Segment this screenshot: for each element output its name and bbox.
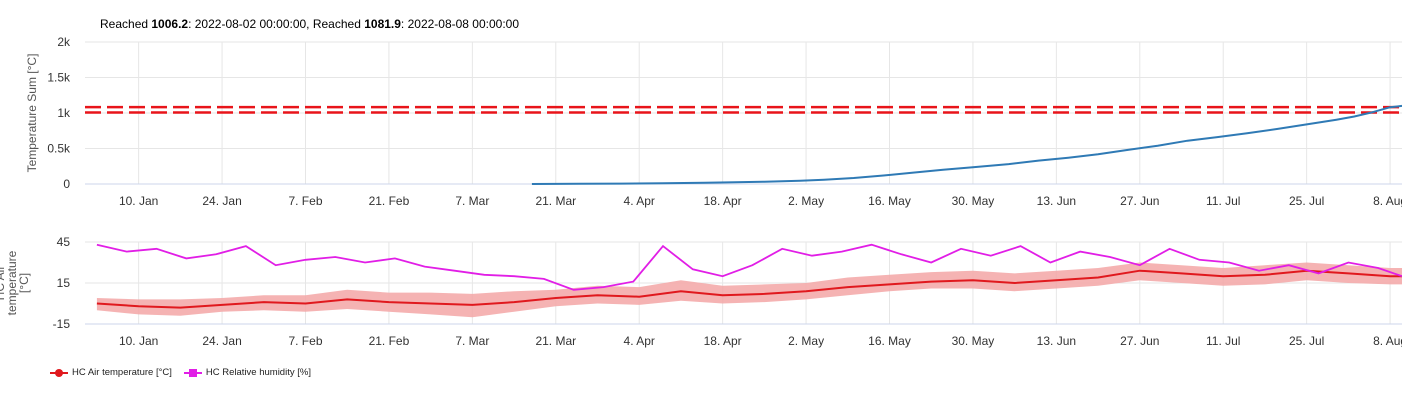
top-chart-x-tick-label: 27. Jun: [1120, 194, 1159, 208]
bottom-chart-x-tick-label: 16. May: [868, 334, 911, 348]
top-chart-x-tick-label: 10. Jan: [119, 194, 158, 208]
bottom-chart-y-axis-label-text: HC Airtemperature[°C]: [0, 250, 31, 315]
bottom-chart-x-tick-label: 18. Apr: [704, 334, 742, 348]
legend-item-humidity[interactable]: HC Relative humidity [%]: [183, 367, 311, 378]
subtitle-prefix-1: Reached: [100, 17, 152, 31]
bottom-chart-x-tick-label: 10. Jan: [119, 334, 158, 348]
bottom-chart-x-tick-label: 2. May: [788, 334, 824, 348]
top-chart-y-tick-label: 0.5k: [47, 142, 71, 156]
bottom-chart-x-tick-label: 24. Jan: [202, 334, 241, 348]
legend-air-temperature-marker-icon: [50, 368, 68, 377]
bottom-chart-x-tick-label: 30. May: [952, 334, 995, 348]
top-chart-x-tick-label: 18. Apr: [704, 194, 742, 208]
top-chart-x-tick-label: 8. Aug: [1373, 194, 1402, 208]
bottom-chart-y-axis-label-line: [°C]: [17, 273, 31, 293]
subtitle-value-1: 1006.2: [151, 17, 189, 31]
bottom-chart-x-tick-label: 8. Aug: [1373, 334, 1402, 348]
bottom-chart-y-tick-label: -15: [53, 317, 71, 331]
subtitle-suffix-1: : 2022-08-02 00:00:00, Reached: [188, 17, 365, 31]
bottom-chart-x-tick-label: 7. Feb: [288, 334, 322, 348]
bottom-chart-x-tick-label: 25. Jul: [1289, 334, 1324, 348]
air-temperature-line: [96, 269, 1402, 309]
bottom-chart-y-axis-label: HC Airtemperature[°C]: [0, 250, 31, 315]
bottom-chart-y-tick-label: 45: [57, 235, 71, 249]
bottom-chart-y-axis-label-line: temperature: [5, 250, 19, 315]
top-chart-x-tick-label: 11. Jul: [1206, 194, 1240, 208]
bottom-chart-x-tick-label: 21. Mar: [535, 334, 576, 348]
top-chart-x-tick-label: 21. Feb: [369, 194, 410, 208]
legend-humidity-label: HC Relative humidity [%]: [205, 367, 311, 378]
temperature-sum-line: [531, 104, 1402, 185]
subtitle-suffix-2: : 2022-08-08 00:00:00: [400, 17, 520, 31]
legend-item-air-temperature[interactable]: HC Air temperature [°C]: [50, 367, 172, 378]
bottom-chart-x-tick-label: 7. Mar: [455, 334, 489, 348]
bottom-chart-y-axis-label-line: HC Air: [0, 266, 7, 301]
top-chart-y-tick-label: 0: [63, 177, 70, 191]
top-chart-y-tick-label: 1k: [57, 106, 71, 120]
chart-subtitle: Reached 1006.2: 2022-08-02 00:00:00, Rea…: [100, 17, 519, 31]
bottom-chart-x-tick-label: 21. Feb: [369, 334, 410, 348]
top-chart-x-tick-label: 7. Mar: [455, 194, 489, 208]
bottom-chart-x-tick-label: 27. Jun: [1120, 334, 1159, 348]
top-chart-y-tick-label: 2k: [57, 35, 71, 49]
top-chart-x-tick-label: 2. May: [788, 194, 824, 208]
top-chart-x-tick-label: 30. May: [952, 194, 995, 208]
bottom-chart-x-tick-label: 13. Jun: [1037, 334, 1076, 348]
top-chart-x-tick-label: 24. Jan: [202, 194, 241, 208]
top-chart-x-tick-label: 25. Jul: [1289, 194, 1324, 208]
top-chart-x-tick-label: 21. Mar: [535, 194, 576, 208]
top-chart-x-tick-label: 16. May: [868, 194, 911, 208]
top-chart-x-tick-label: 13. Jun: [1037, 194, 1076, 208]
legend: HC Air temperature [°C] HC Relative humi…: [50, 367, 311, 378]
subtitle-value-2: 1081.9: [364, 17, 401, 31]
top-chart-x-tick-label: 7. Feb: [288, 194, 322, 208]
legend-air-temperature-label: HC Air temperature [°C]: [72, 367, 172, 378]
top-chart-y-axis-label: Temperature Sum [°C]: [25, 54, 39, 173]
relative-humidity-line: [96, 243, 1402, 291]
air-temperature-range-band: [96, 262, 1402, 318]
bottom-chart-x-tick-label: 11. Jul: [1206, 334, 1240, 348]
bottom-chart-x-tick-label: 4. Apr: [624, 334, 655, 348]
legend-humidity-marker-icon: [183, 368, 202, 377]
top-chart-x-tick-label: 4. Apr: [624, 194, 655, 208]
top-chart-y-tick-label: 1.5k: [47, 71, 71, 85]
bottom-chart-y-tick-label: 15: [57, 276, 71, 290]
